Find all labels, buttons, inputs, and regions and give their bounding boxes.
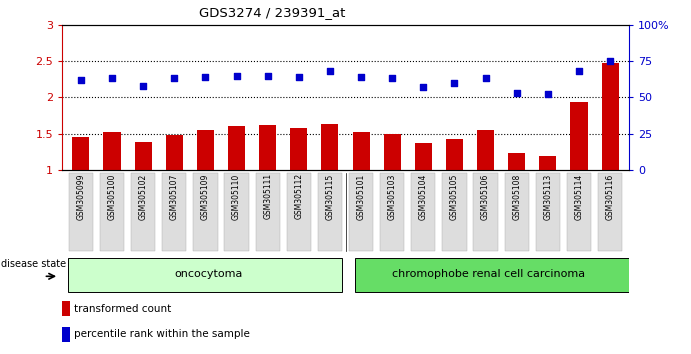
FancyBboxPatch shape <box>287 173 311 251</box>
Point <box>262 73 273 78</box>
Point <box>418 84 429 90</box>
Point <box>542 92 553 97</box>
FancyBboxPatch shape <box>442 173 466 251</box>
Text: GSM305116: GSM305116 <box>605 173 614 219</box>
Text: GSM305112: GSM305112 <box>294 173 303 219</box>
Text: GSM305100: GSM305100 <box>108 173 117 220</box>
Bar <box>571 102 587 170</box>
Text: GSM305105: GSM305105 <box>450 173 459 220</box>
Bar <box>321 124 339 170</box>
Text: transformed count: transformed count <box>74 304 171 314</box>
Bar <box>352 132 370 170</box>
Text: GSM305109: GSM305109 <box>201 173 210 220</box>
FancyBboxPatch shape <box>355 258 629 292</box>
Title: GDS3274 / 239391_at: GDS3274 / 239391_at <box>198 6 345 19</box>
FancyBboxPatch shape <box>225 173 249 251</box>
FancyBboxPatch shape <box>256 173 280 251</box>
FancyBboxPatch shape <box>473 173 498 251</box>
Bar <box>415 143 432 170</box>
Bar <box>602 63 618 170</box>
Bar <box>62 301 70 316</box>
Point <box>449 80 460 86</box>
Bar <box>446 139 463 170</box>
Bar <box>539 156 556 170</box>
Bar <box>384 133 401 170</box>
Text: chromophobe renal cell carcinoma: chromophobe renal cell carcinoma <box>392 269 585 279</box>
FancyBboxPatch shape <box>598 173 623 251</box>
FancyBboxPatch shape <box>536 173 560 251</box>
Point <box>511 90 522 96</box>
Text: GSM305113: GSM305113 <box>543 173 552 219</box>
Bar <box>166 135 183 170</box>
FancyBboxPatch shape <box>380 173 404 251</box>
Text: GSM305099: GSM305099 <box>77 173 86 220</box>
FancyBboxPatch shape <box>131 173 155 251</box>
FancyBboxPatch shape <box>504 173 529 251</box>
Bar <box>477 130 494 170</box>
Text: GSM305110: GSM305110 <box>232 173 241 219</box>
Text: GSM305103: GSM305103 <box>388 173 397 220</box>
Text: GSM305114: GSM305114 <box>574 173 583 219</box>
Point <box>231 73 242 78</box>
FancyBboxPatch shape <box>318 173 342 251</box>
FancyBboxPatch shape <box>68 173 93 251</box>
Text: GSM305107: GSM305107 <box>170 173 179 220</box>
Bar <box>73 137 89 170</box>
Text: GSM305101: GSM305101 <box>357 173 366 219</box>
Point <box>605 58 616 64</box>
Bar <box>62 327 70 342</box>
Point <box>106 76 117 81</box>
Point <box>75 77 86 83</box>
Bar <box>135 142 152 170</box>
Text: GSM305108: GSM305108 <box>512 173 521 219</box>
Text: GSM305102: GSM305102 <box>139 173 148 219</box>
FancyBboxPatch shape <box>349 173 373 251</box>
Text: GSM305104: GSM305104 <box>419 173 428 220</box>
Point <box>356 74 367 80</box>
Bar <box>228 126 245 170</box>
Point <box>324 68 335 74</box>
Point <box>169 76 180 81</box>
FancyBboxPatch shape <box>567 173 591 251</box>
Text: GSM305115: GSM305115 <box>325 173 334 219</box>
FancyBboxPatch shape <box>162 173 187 251</box>
Text: GSM305106: GSM305106 <box>481 173 490 220</box>
Point <box>200 74 211 80</box>
Point <box>574 68 585 74</box>
Point <box>138 83 149 88</box>
FancyBboxPatch shape <box>411 173 435 251</box>
Bar <box>259 125 276 170</box>
FancyBboxPatch shape <box>100 173 124 251</box>
Text: oncocytoma: oncocytoma <box>174 269 243 279</box>
Point <box>480 76 491 81</box>
Point <box>293 74 304 80</box>
Bar <box>508 153 525 170</box>
Bar <box>290 128 307 170</box>
FancyBboxPatch shape <box>193 173 218 251</box>
Bar <box>104 132 120 170</box>
Bar <box>197 130 214 170</box>
Text: disease state: disease state <box>1 259 66 269</box>
Point <box>387 76 398 81</box>
FancyBboxPatch shape <box>68 258 342 292</box>
Text: percentile rank within the sample: percentile rank within the sample <box>74 329 249 339</box>
Text: GSM305111: GSM305111 <box>263 173 272 219</box>
